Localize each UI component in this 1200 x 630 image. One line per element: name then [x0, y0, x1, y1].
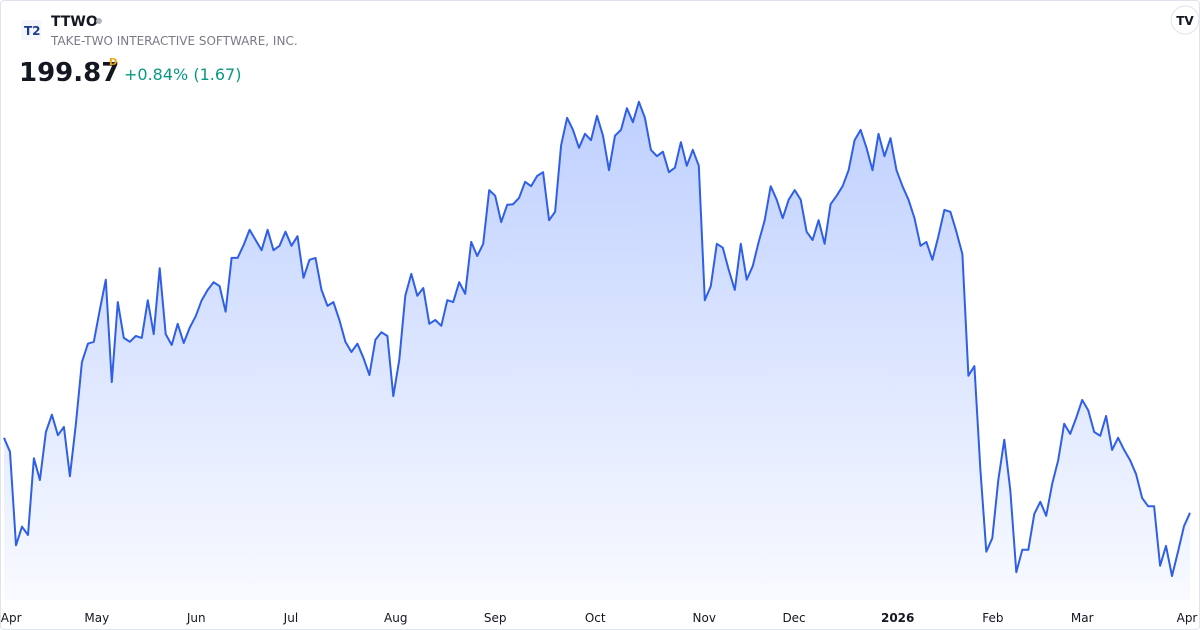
x-tick-label: Aug — [384, 611, 407, 625]
company: TAKE-TWO INTERACTIVE SOFTWARE, INC. — [50, 34, 298, 48]
x-tick-label: Sep — [484, 611, 507, 625]
x-tick-label: Apr — [1, 611, 22, 625]
x-tick-label: Nov — [693, 611, 716, 625]
x-tick-label: Jul — [283, 611, 298, 625]
status-dot — [96, 18, 102, 24]
x-tick-label: Jun — [186, 611, 206, 625]
x-tick-label: May — [84, 611, 109, 625]
x-tick-label: Feb — [982, 611, 1003, 625]
x-tick-label: Oct — [585, 611, 606, 625]
plot — [3, 100, 1191, 601]
x-tick-label: Apr — [1177, 611, 1198, 625]
logo-mark: T2 — [24, 24, 41, 38]
price-flag: D — [109, 57, 117, 68]
price: 199.87 — [19, 58, 119, 88]
symbol: TTWO — [51, 14, 98, 30]
tv-logo-mark: TV — [1176, 14, 1194, 28]
logo — [21, 20, 41, 40]
x-tick-label: 2026 — [881, 611, 914, 625]
change: +0.84% (1.67) — [124, 65, 241, 84]
area-fill — [4, 101, 1190, 601]
tv-logo — [1170, 5, 1200, 35]
x-tick-label: Mar — [1071, 611, 1094, 625]
price-line — [3, 100, 1191, 577]
x-tick-label: Dec — [782, 611, 805, 625]
